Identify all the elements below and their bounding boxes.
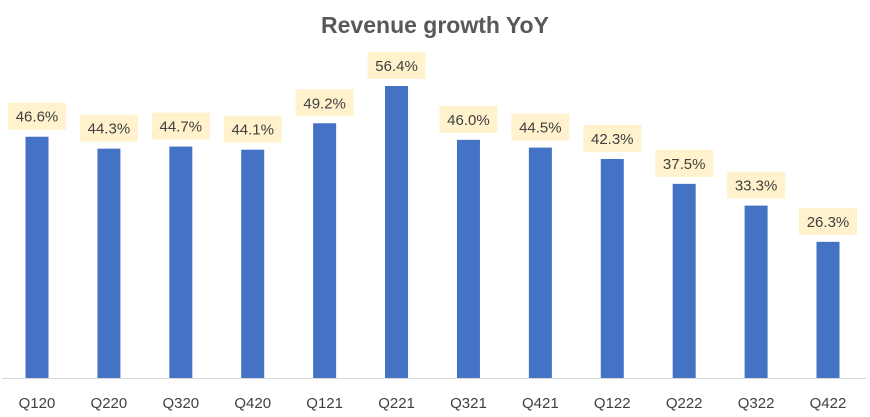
x-tick-label: Q420: [234, 395, 271, 412]
data-label: 46.6%: [16, 109, 59, 126]
data-label: 44.3%: [88, 121, 131, 138]
x-tick-label: Q222: [666, 395, 703, 412]
data-label-background: [79, 114, 138, 142]
data-label-background: [295, 89, 354, 117]
data-label-background: [439, 105, 498, 133]
data-label: 46.0%: [447, 112, 490, 129]
x-tick-label: Q321: [450, 395, 487, 412]
chart-title: Revenue growth YoY: [321, 12, 549, 38]
data-label-background: [583, 125, 642, 152]
data-label: 44.7%: [160, 119, 203, 136]
bar-Q420: [241, 149, 265, 378]
bar-Q220: [97, 148, 121, 378]
bar-Q122: [600, 159, 624, 378]
bar-Q120: [25, 136, 49, 378]
data-label: 42.3%: [591, 131, 634, 148]
x-tick-label: Q220: [91, 395, 128, 412]
data-label-background: [367, 52, 426, 79]
bar-Q222: [672, 183, 696, 378]
data-label: 44.5%: [519, 120, 562, 137]
data-label: 56.4%: [375, 58, 418, 75]
x-tick-label: Q121: [306, 395, 343, 412]
x-tick-label: Q422: [810, 395, 847, 412]
data-label: 44.1%: [231, 122, 274, 139]
data-label-background: [655, 149, 714, 177]
data-label: 37.5%: [663, 156, 706, 173]
x-tick-label: Q322: [738, 395, 775, 412]
x-tick-label: Q320: [162, 395, 199, 412]
x-tick-label: Q421: [522, 395, 559, 412]
bar-Q322: [744, 205, 768, 378]
data-label-background: [727, 171, 786, 199]
bar-Q221: [385, 86, 409, 378]
data-label-background: [8, 102, 66, 130]
x-tick-label: Q221: [378, 395, 415, 412]
data-label-background: [511, 113, 570, 141]
data-label: 49.2%: [303, 95, 346, 112]
data-label: 33.3%: [735, 178, 778, 195]
x-tick-label: Q120: [19, 395, 56, 412]
bar-Q121: [313, 123, 337, 378]
bar-Q421: [528, 147, 552, 378]
bar-Q321: [456, 139, 480, 378]
data-label-background: [223, 115, 282, 143]
bar-Q422: [816, 241, 840, 378]
data-label-background: [151, 112, 210, 140]
bar-Q320: [169, 146, 193, 378]
data-label: 26.3%: [807, 214, 850, 231]
data-label-background: [799, 207, 857, 235]
x-tick-label: Q122: [594, 395, 631, 412]
